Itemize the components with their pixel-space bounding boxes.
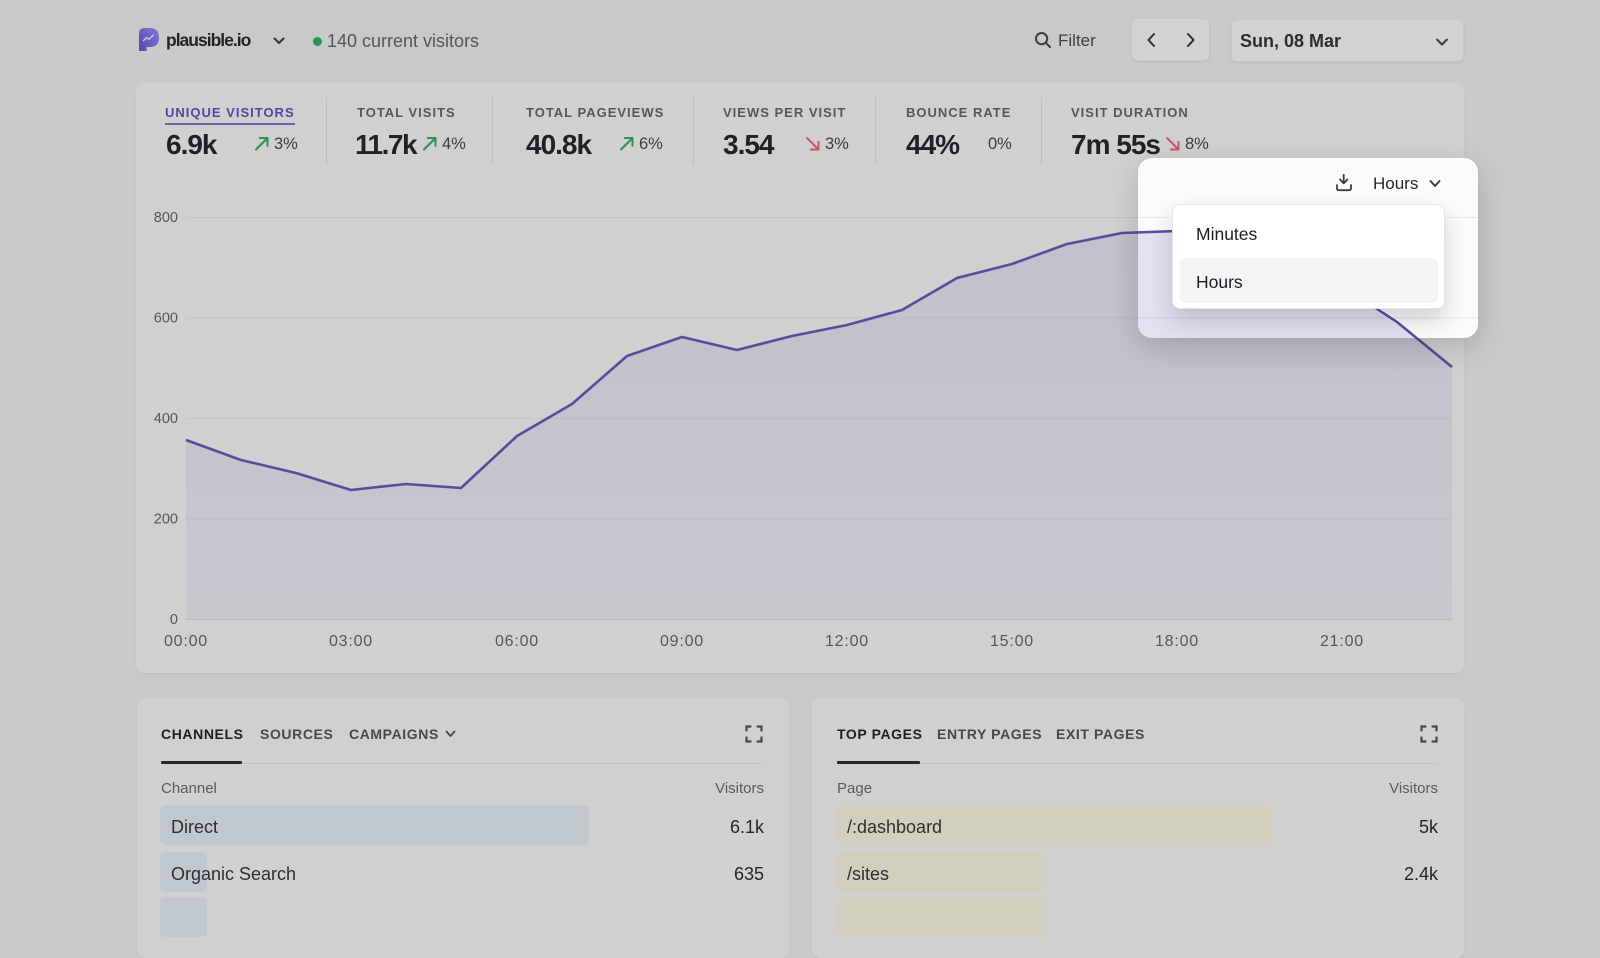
svg-text:09:00: 09:00 <box>660 633 704 650</box>
svg-text:0: 0 <box>170 612 178 628</box>
svg-text:15:00: 15:00 <box>990 633 1034 650</box>
svg-text:18:00: 18:00 <box>1155 633 1199 650</box>
svg-text:200: 200 <box>154 512 178 528</box>
svg-text:03:00: 03:00 <box>329 633 373 650</box>
svg-text:800: 800 <box>154 210 178 226</box>
svg-text:21:00: 21:00 <box>1320 633 1364 650</box>
svg-text:12:00: 12:00 <box>825 633 869 650</box>
svg-text:06:00: 06:00 <box>495 633 539 650</box>
svg-text:00:00: 00:00 <box>164 633 208 650</box>
svg-text:400: 400 <box>154 411 178 427</box>
svg-text:600: 600 <box>154 311 178 327</box>
